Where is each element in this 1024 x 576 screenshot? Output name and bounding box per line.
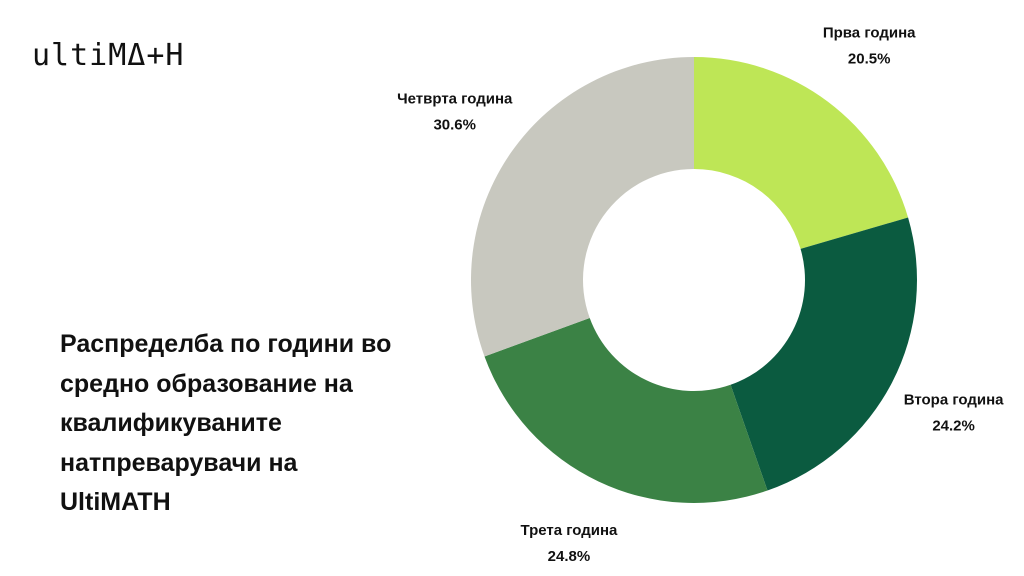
slice [730, 217, 917, 491]
slice-label: Прва година [823, 24, 916, 41]
slice-label: Четврта година [397, 91, 513, 108]
slice [471, 57, 694, 357]
slice-label: Трета година [520, 522, 618, 539]
slice [484, 318, 768, 503]
chart-title: Распределба по години во средно образова… [60, 330, 392, 516]
value-label: 30.6% [433, 117, 476, 134]
slice [694, 57, 909, 249]
value-label: 24.8% [548, 548, 591, 565]
value-label: 20.5% [848, 50, 891, 67]
slice-label: Втора година [904, 392, 1004, 409]
logo: ultiMΔ+H [32, 38, 185, 73]
value-label: 24.2% [932, 418, 975, 435]
